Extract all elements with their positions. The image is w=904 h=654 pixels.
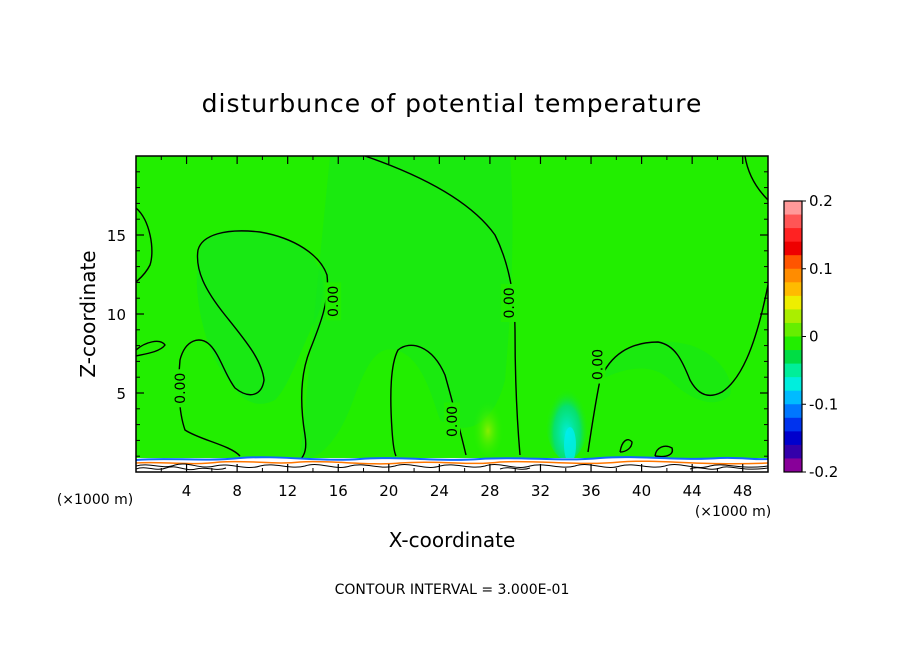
contour-line <box>587 284 768 453</box>
y-axis-label: Z-coordinate <box>76 250 100 377</box>
colorbar-tick-label: 0 <box>809 328 819 346</box>
contour-label: 0.00 <box>445 406 461 437</box>
field-region <box>196 229 323 404</box>
colorbar-swatch <box>784 268 802 283</box>
x-tick-label: 48 <box>733 482 752 500</box>
colorbar-tick-label: -0.1 <box>809 395 838 413</box>
colorbar-swatch <box>784 377 802 392</box>
colorbar-swatch <box>784 363 802 378</box>
colorbar-swatch <box>784 228 802 243</box>
contour-line <box>136 340 166 357</box>
contour-label-bg <box>444 402 460 441</box>
colorbar-swatch <box>784 431 802 446</box>
colorbar-swatch <box>784 350 802 365</box>
colorbar-swatch <box>784 309 802 324</box>
contour-line <box>136 207 153 283</box>
plot-area: 0.00 0.00 0.00 0.00 0.00 <box>136 156 768 472</box>
y-tick-label: 5 <box>116 385 126 403</box>
x-tick-label: 28 <box>480 482 499 500</box>
colorbar-swatch <box>784 214 802 229</box>
x-tick-label: 16 <box>329 482 348 500</box>
colorbar-swatch <box>784 458 802 473</box>
field-region <box>600 341 731 403</box>
colorbar-tick-label: -0.2 <box>809 463 838 481</box>
x-axis-unit: (×1000 m) <box>695 504 771 520</box>
x-tick-label: 12 <box>278 482 297 500</box>
contour-labels: 0.00 0.00 0.00 0.00 0.00 <box>172 282 606 441</box>
colorbar-swatch <box>784 295 802 310</box>
contour-line <box>364 156 521 456</box>
contour-line <box>744 156 768 201</box>
x-tick-label: 20 <box>379 482 398 500</box>
x-tick-label: 40 <box>632 482 651 500</box>
colorbar-swatch <box>784 241 802 256</box>
warm-feature <box>472 395 504 455</box>
contour-line <box>654 445 674 458</box>
colorbar-swatch <box>784 390 802 405</box>
x-tick-label: 4 <box>182 482 192 500</box>
x-axis-label: X-coordinate <box>389 528 516 552</box>
colorbar: 0.2 0.1 0 -0.1 -0.2 <box>783 192 838 481</box>
colorbar-swatch <box>784 322 802 337</box>
contour-label-bg <box>172 369 189 408</box>
field-region <box>300 156 513 460</box>
cool-feature-core <box>564 427 576 463</box>
contour-interval-note: CONTOUR INTERVAL = 3.000E-01 <box>335 582 570 598</box>
x-tick-label: 44 <box>683 482 702 500</box>
chart-title: disturbunce of potential temperature <box>202 89 703 118</box>
colorbar-swatch <box>784 336 802 351</box>
x-tick-label: 8 <box>232 482 242 500</box>
y-axis-ticks: 5 10 15 <box>107 171 768 457</box>
cool-feature <box>545 370 589 460</box>
x-tick-label: 36 <box>581 482 600 500</box>
y-tick-label: 10 <box>107 306 126 324</box>
colorbar-swatch <box>784 417 802 432</box>
colorbar-swatch <box>784 282 802 297</box>
colorbar-swatch <box>784 444 802 459</box>
contour-label-bg <box>500 283 517 322</box>
contour-label: 0.00 <box>502 287 518 318</box>
contour-label: 0.00 <box>590 349 606 380</box>
contour-label: 0.00 <box>326 286 342 317</box>
colorbar-swatch <box>784 404 802 419</box>
y-tick-label: 15 <box>107 227 126 245</box>
y-axis-unit: (×1000 m) <box>57 492 133 508</box>
surface-band <box>136 456 768 472</box>
contour-label: 0.00 <box>173 373 189 404</box>
x-axis-ticks: 4 8 12 16 20 24 28 32 36 40 44 48 <box>160 156 752 500</box>
contour-label-bg <box>325 282 342 321</box>
colorbar-swatch <box>784 255 802 270</box>
contour-line <box>619 439 633 453</box>
contour-line <box>178 230 329 461</box>
colorbar-swatch <box>784 201 802 216</box>
x-tick-label: 24 <box>430 482 449 500</box>
x-tick-label: 32 <box>531 482 550 500</box>
colorbar-tick-label: 0.1 <box>809 260 833 278</box>
colorbar-tick-label: 0.2 <box>809 192 833 210</box>
contour-label-bg <box>589 345 606 384</box>
